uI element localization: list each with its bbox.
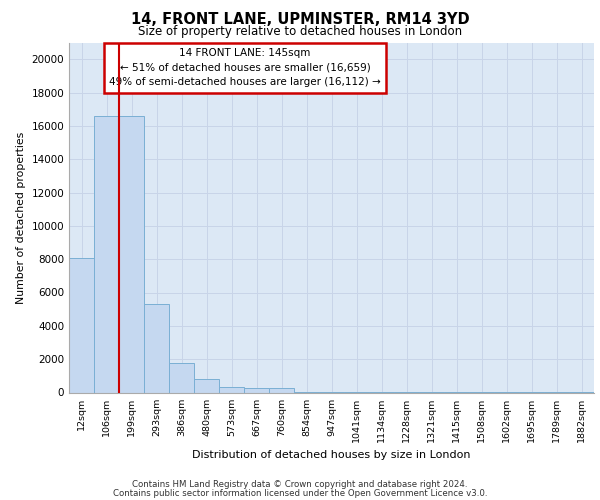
Bar: [244, 388, 269, 392]
Bar: [269, 388, 294, 392]
Text: 14, FRONT LANE, UPMINSTER, RM14 3YD: 14, FRONT LANE, UPMINSTER, RM14 3YD: [131, 12, 469, 28]
Bar: [194, 379, 219, 392]
Text: Size of property relative to detached houses in London: Size of property relative to detached ho…: [138, 25, 462, 38]
Bar: [94, 116, 119, 392]
X-axis label: Distribution of detached houses by size in London: Distribution of detached houses by size …: [192, 450, 471, 460]
Bar: [144, 304, 169, 392]
Y-axis label: Number of detached properties: Number of detached properties: [16, 132, 26, 304]
Text: Contains HM Land Registry data © Crown copyright and database right 2024.: Contains HM Land Registry data © Crown c…: [132, 480, 468, 489]
Bar: [119, 116, 144, 392]
Bar: [69, 258, 94, 392]
Text: Contains public sector information licensed under the Open Government Licence v3: Contains public sector information licen…: [113, 488, 487, 498]
Bar: [169, 362, 194, 392]
Bar: [219, 386, 244, 392]
Text: 14 FRONT LANE: 145sqm
← 51% of detached houses are smaller (16,659)
49% of semi-: 14 FRONT LANE: 145sqm ← 51% of detached …: [109, 48, 381, 88]
